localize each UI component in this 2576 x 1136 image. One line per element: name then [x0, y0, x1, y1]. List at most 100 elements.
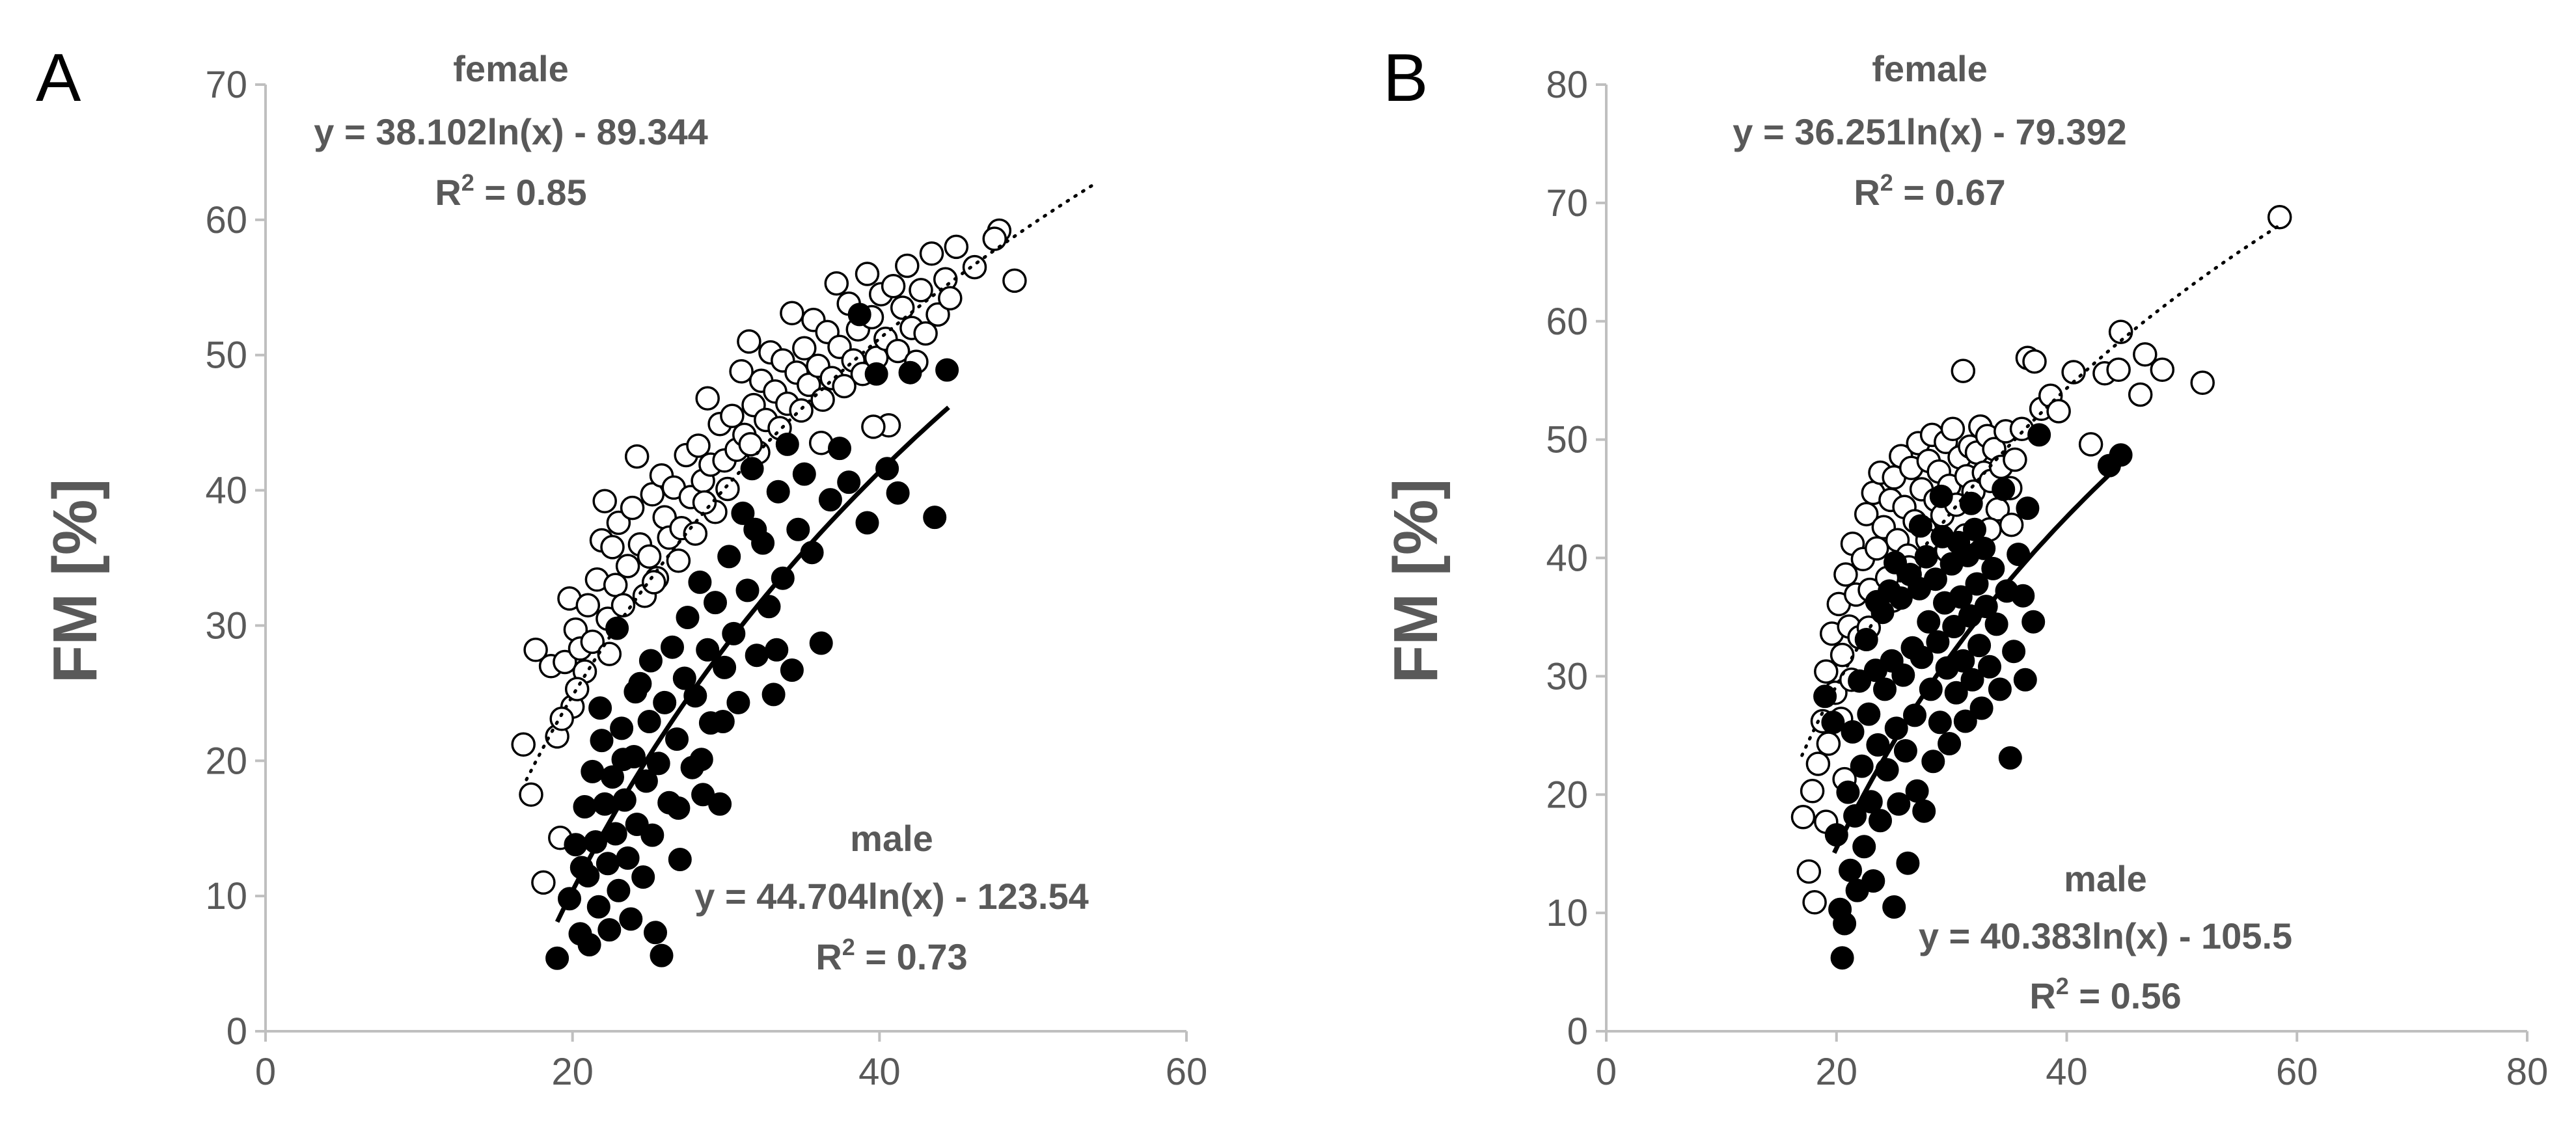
- female-point-b: [1816, 731, 1841, 756]
- male-point-a: [588, 696, 612, 720]
- male-r2-sup-a: 2: [842, 934, 855, 960]
- male-point-a: [616, 846, 640, 870]
- female-point-b: [1814, 659, 1839, 684]
- male-point-b: [1960, 668, 1984, 692]
- y-tick-label-a: 30: [205, 604, 247, 647]
- male-point-b: [1836, 780, 1860, 804]
- female-point-b: [1796, 859, 1822, 884]
- female-point-b: [2003, 447, 2027, 472]
- male-point-a: [688, 570, 712, 594]
- male-point-a: [650, 943, 674, 967]
- male-point-b: [1929, 484, 1953, 508]
- male-point-b: [1912, 799, 1936, 823]
- y-axis-label-a: FM [%]: [40, 479, 110, 684]
- female-point-b: [2190, 370, 2215, 396]
- male-point-a: [668, 848, 692, 871]
- male-point-a: [611, 748, 635, 772]
- male-trendline-b: [1832, 455, 2130, 854]
- female-legend-a: female: [453, 48, 568, 89]
- male-point-b: [1854, 628, 1878, 651]
- male-point-b: [1887, 792, 1911, 816]
- plot-area-b: [1790, 204, 2292, 970]
- female-point-b: [2106, 357, 2131, 383]
- y-tick-label-b: 70: [1546, 182, 1588, 224]
- female-equation-b: y = 36.251ln(x) - 79.392: [1733, 111, 2127, 152]
- female-point-a: [832, 373, 856, 399]
- female-point-a: [575, 593, 601, 618]
- female-point-b: [1940, 416, 1966, 442]
- y-tick-label-b: 50: [1546, 419, 1588, 461]
- male-point-a: [809, 631, 833, 655]
- male-point-b: [2016, 496, 2040, 521]
- female-point-a: [895, 253, 920, 278]
- panel-a: A FM [%] 0 20 40 60 0 10 20 30 40 50 60 70 female y…: [36, 40, 1207, 1093]
- y-tick-label-a: 60: [205, 199, 247, 241]
- female-point-a: [580, 629, 605, 655]
- male-point-a: [676, 606, 700, 629]
- female-point-b: [2108, 319, 2133, 344]
- male-point-a: [717, 545, 741, 569]
- male-point-a: [792, 462, 816, 486]
- male-point-a: [731, 501, 755, 525]
- male-point-b: [1938, 732, 1962, 755]
- female-point-b: [2022, 349, 2047, 374]
- male-point-a: [619, 907, 643, 931]
- male-point-a: [761, 683, 786, 707]
- male-point-a: [640, 823, 665, 847]
- male-r2-a: R2 = 0.73: [815, 934, 967, 977]
- male-point-a: [564, 833, 588, 857]
- female-point-b: [2078, 432, 2103, 457]
- female-point-a: [692, 490, 717, 515]
- male-point-b: [1942, 615, 1966, 638]
- male-point-a: [855, 511, 879, 535]
- female-point-a: [792, 336, 817, 361]
- male-point-b: [1857, 702, 1881, 726]
- female-point-a: [885, 338, 911, 364]
- x-tick-label-b: 80: [2506, 1051, 2549, 1093]
- male-point-b: [1928, 710, 1952, 735]
- male-point-a: [766, 480, 790, 504]
- female-point-a: [715, 476, 740, 502]
- male-point-b: [1852, 835, 1876, 859]
- female-point-a: [913, 321, 938, 346]
- male-point-a: [765, 638, 789, 662]
- male-point-a: [631, 865, 655, 889]
- male-point-b: [1926, 630, 1950, 654]
- female-r2-sup-a: 2: [461, 169, 474, 196]
- male-point-a: [875, 457, 899, 481]
- male-point-b: [1998, 746, 2022, 770]
- female-point-a: [592, 489, 617, 513]
- female-point-a: [861, 414, 886, 439]
- male-point-b: [1953, 709, 1977, 733]
- female-point-b: [1805, 751, 1831, 776]
- male-legend-a: male: [850, 818, 933, 859]
- male-point-a: [828, 437, 851, 461]
- plot-area-a: [511, 182, 1096, 970]
- male-point-a: [672, 666, 696, 690]
- female-point-a: [666, 548, 691, 573]
- male-point-a: [637, 710, 661, 733]
- female-point-a: [606, 510, 631, 535]
- female-point-a: [695, 386, 720, 411]
- male-equation-b: y = 40.383ln(x) - 105.5: [1919, 915, 2292, 956]
- male-point-a: [689, 748, 713, 772]
- panel-label-b: B: [1383, 40, 1428, 116]
- male-point-b: [1905, 779, 1929, 803]
- y-tick-label-b: 0: [1567, 1010, 1588, 1053]
- male-point-a: [743, 517, 767, 541]
- x-tick-label-b: 20: [1815, 1051, 1857, 1093]
- male-point-b: [1891, 663, 1915, 687]
- male-point-a: [665, 727, 689, 751]
- male-point-a: [886, 481, 910, 505]
- male-point-b: [1896, 851, 1920, 875]
- male-point-b: [1984, 612, 2008, 636]
- female-point-a: [553, 649, 577, 675]
- male-point-b: [1889, 586, 1913, 610]
- female-point-a: [810, 387, 835, 412]
- male-point-a: [573, 795, 597, 818]
- male-point-b: [1848, 669, 1872, 693]
- male-point-b: [1949, 585, 1973, 609]
- female-point-a: [881, 273, 906, 299]
- male-point-b: [1967, 634, 1992, 658]
- male-point-b: [1869, 809, 1892, 833]
